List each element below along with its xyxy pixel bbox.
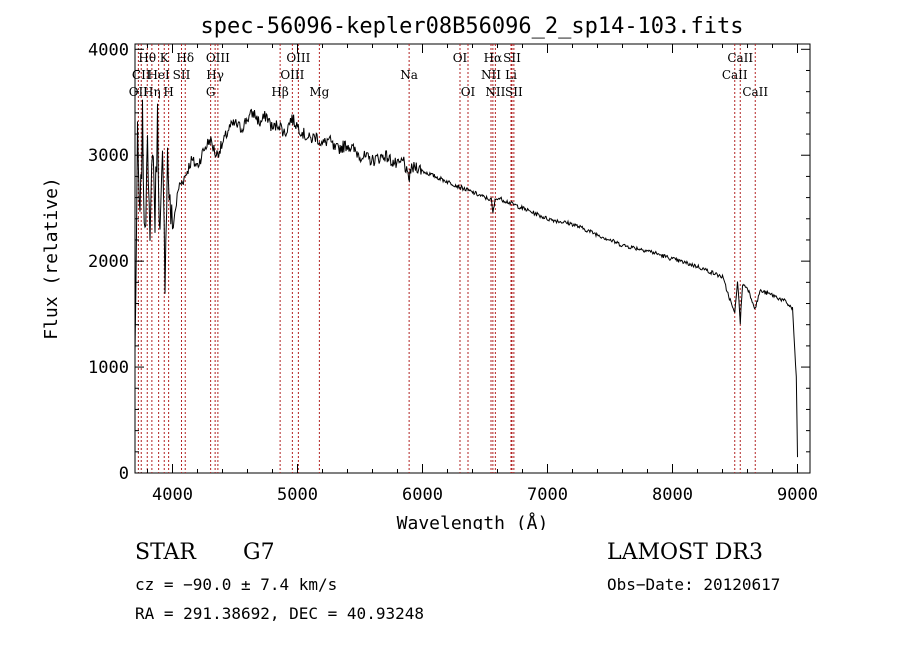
line-label: OIII xyxy=(280,68,304,82)
x-tick-label: 9000 xyxy=(777,485,818,505)
x-tick-label: 5000 xyxy=(277,485,318,505)
line-label: Hβ xyxy=(271,85,288,99)
line-label: K xyxy=(160,51,170,65)
line-label: Hα xyxy=(484,51,503,65)
line-label: SII xyxy=(503,51,521,65)
line-label: Mg xyxy=(309,85,329,99)
x-axis-label: Wavelength (Å) xyxy=(397,512,549,530)
y-axis-label: Flux (relative) xyxy=(41,177,62,340)
line-label: NII xyxy=(485,85,505,99)
line-label: Hδ xyxy=(176,51,194,65)
line-label: G xyxy=(206,85,216,99)
line-label: H xyxy=(163,85,173,99)
line-label: Li xyxy=(505,68,517,82)
y-tick-label: 4000 xyxy=(88,40,129,60)
line-label: OI xyxy=(453,51,468,65)
line-label: SII xyxy=(173,68,191,82)
spectrum-chart: 4000 5000 6000 7000 8000 9000 0 1000 2000 3000 400… xyxy=(41,14,818,530)
line-label: OIII xyxy=(206,51,230,65)
line-label: OII xyxy=(129,85,149,99)
redshift-velocity: cz = −90.0 ± 7.4 km/s xyxy=(135,575,338,594)
line-label: HeI xyxy=(147,68,170,82)
line-label: CaII xyxy=(722,68,748,82)
y-tick-label: 0 xyxy=(119,464,129,484)
y-tick-label: 3000 xyxy=(88,146,129,166)
plot-frame xyxy=(134,43,811,474)
line-label: Hη xyxy=(143,85,161,99)
x-tick-label: 8000 xyxy=(652,485,693,505)
chart-title: spec-56096-kepler08B56096_2_sp14-103.fit… xyxy=(200,14,743,39)
line-label: NII xyxy=(481,68,501,82)
line-label: CaII xyxy=(727,51,753,65)
line-label: SII xyxy=(505,85,523,99)
observation-date: Obs−Date: 20120617 xyxy=(607,575,781,594)
line-label: CII xyxy=(132,68,151,82)
object-class: STAR xyxy=(135,540,196,565)
x-tick-label: 7000 xyxy=(527,485,568,505)
line-label: OI xyxy=(461,85,476,99)
line-label: Hθ xyxy=(138,51,156,65)
line-label: CaII xyxy=(742,85,768,99)
x-tick-label: 4000 xyxy=(152,485,193,505)
object-subclass: G7 xyxy=(243,540,275,565)
line-label: OIII xyxy=(286,51,310,65)
line-label: Hγ xyxy=(206,68,224,82)
sky-coordinates: RA = 291.38692, DEC = 40.93248 xyxy=(135,604,424,623)
spectrum-line xyxy=(134,99,798,458)
x-tick-label: 6000 xyxy=(402,485,443,505)
y-tick-label: 1000 xyxy=(88,358,129,378)
y-tick-label: 2000 xyxy=(88,252,129,272)
survey-name: LAMOST DR3 xyxy=(607,540,763,565)
line-label: Na xyxy=(400,68,418,82)
